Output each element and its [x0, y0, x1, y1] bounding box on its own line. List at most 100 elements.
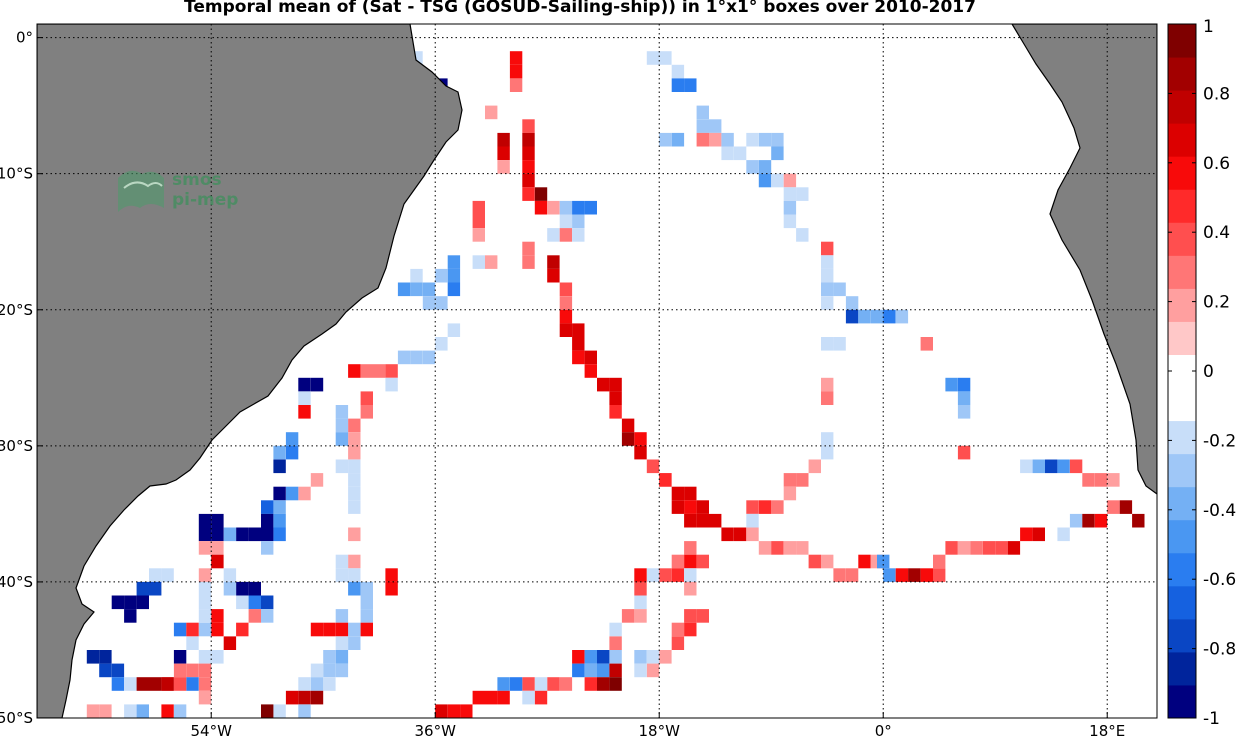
data-cell — [335, 650, 349, 664]
data-cell — [1132, 513, 1145, 528]
data-cell — [1094, 513, 1108, 528]
data-cell — [746, 132, 759, 147]
colorbar-tick-label: -0.4 — [1203, 501, 1236, 521]
colorbar-segment — [1168, 90, 1196, 124]
data-cell — [709, 513, 722, 528]
data-cell — [559, 677, 573, 691]
colorbar-segment — [1168, 288, 1196, 322]
data-cell — [696, 105, 709, 120]
data-cell — [646, 51, 660, 65]
data-cell — [659, 568, 672, 582]
data-cell — [783, 200, 797, 215]
data-cell — [186, 663, 199, 678]
data-cell — [198, 541, 212, 555]
y-tick-label: 40°S — [0, 573, 33, 591]
data-cell — [173, 704, 187, 718]
data-cell — [671, 500, 685, 514]
data-cell — [447, 255, 461, 269]
data-cell — [161, 704, 174, 718]
data-cell — [584, 663, 597, 678]
data-cell — [472, 214, 485, 229]
data-cell — [360, 609, 373, 623]
data-cell — [348, 622, 361, 637]
data-cell — [310, 690, 324, 705]
data-cell — [173, 650, 187, 664]
data-cell — [821, 554, 834, 569]
data-cell — [261, 513, 274, 528]
data-cell — [236, 527, 249, 542]
data-cell — [534, 677, 548, 691]
data-cell — [597, 663, 610, 678]
data-cell — [584, 650, 597, 664]
colorbar-segment — [1168, 189, 1196, 223]
data-cell — [522, 255, 535, 269]
data-cell — [572, 214, 585, 229]
data-cell — [485, 105, 498, 120]
data-cell — [634, 568, 647, 582]
data-cell — [534, 200, 548, 215]
data-cell — [783, 187, 797, 201]
data-cell — [696, 513, 709, 528]
data-cell — [310, 622, 324, 637]
data-cell — [335, 622, 349, 637]
data-cell — [99, 650, 112, 664]
watermark-line1: smos — [172, 170, 222, 190]
colorbar-tick-label: 0.2 — [1203, 293, 1230, 313]
data-cell — [709, 132, 722, 147]
data-cell — [373, 364, 386, 378]
data-cell — [335, 609, 349, 623]
watermark-wave-icon — [118, 170, 164, 212]
data-cell — [821, 268, 834, 283]
data-cell — [360, 581, 373, 596]
data-cell — [895, 568, 909, 582]
data-cell — [559, 309, 573, 324]
colorbar-tick-label: 0.8 — [1203, 84, 1230, 104]
data-cell — [298, 405, 311, 419]
data-cell — [186, 622, 199, 637]
data-cell — [335, 663, 349, 678]
data-cell — [584, 677, 597, 691]
data-cell — [821, 296, 834, 310]
data-cell — [559, 214, 573, 229]
data-cell — [211, 513, 224, 528]
data-cell — [522, 160, 535, 174]
data-cell — [248, 527, 261, 542]
data-cell — [684, 581, 697, 596]
data-cell — [783, 214, 797, 229]
data-cell — [634, 650, 647, 664]
data-cell — [1107, 473, 1120, 487]
data-cell — [870, 309, 884, 324]
data-cell — [198, 677, 212, 691]
data-cell — [198, 568, 212, 582]
data-cell — [124, 677, 137, 691]
data-cell — [509, 677, 523, 691]
data-cell — [335, 432, 349, 446]
data-cell — [957, 405, 971, 419]
data-cell — [261, 704, 274, 718]
x-tick-label: 18°E — [1089, 722, 1125, 738]
data-cell — [684, 78, 697, 92]
data-cell — [485, 690, 498, 705]
data-cell — [435, 268, 448, 283]
data-cell — [397, 282, 411, 297]
data-cell — [173, 663, 187, 678]
data-cell — [348, 418, 361, 433]
data-cell — [435, 337, 448, 351]
colorbar-segment — [1168, 255, 1196, 289]
data-cell — [845, 309, 859, 324]
data-cell — [609, 650, 622, 664]
data-cell — [422, 282, 436, 297]
data-cell — [223, 568, 237, 582]
data-cell — [572, 650, 585, 664]
data-cell — [1069, 459, 1083, 474]
data-cell — [609, 622, 622, 637]
colorbar-segment — [1168, 222, 1196, 256]
data-cell — [1007, 541, 1021, 555]
data-cell — [273, 445, 286, 460]
data-cell — [597, 677, 610, 691]
data-cell — [559, 200, 573, 215]
data-cell — [858, 554, 871, 569]
data-cell — [198, 595, 212, 610]
data-cell — [821, 255, 834, 269]
colorbar-segment — [1168, 57, 1196, 91]
